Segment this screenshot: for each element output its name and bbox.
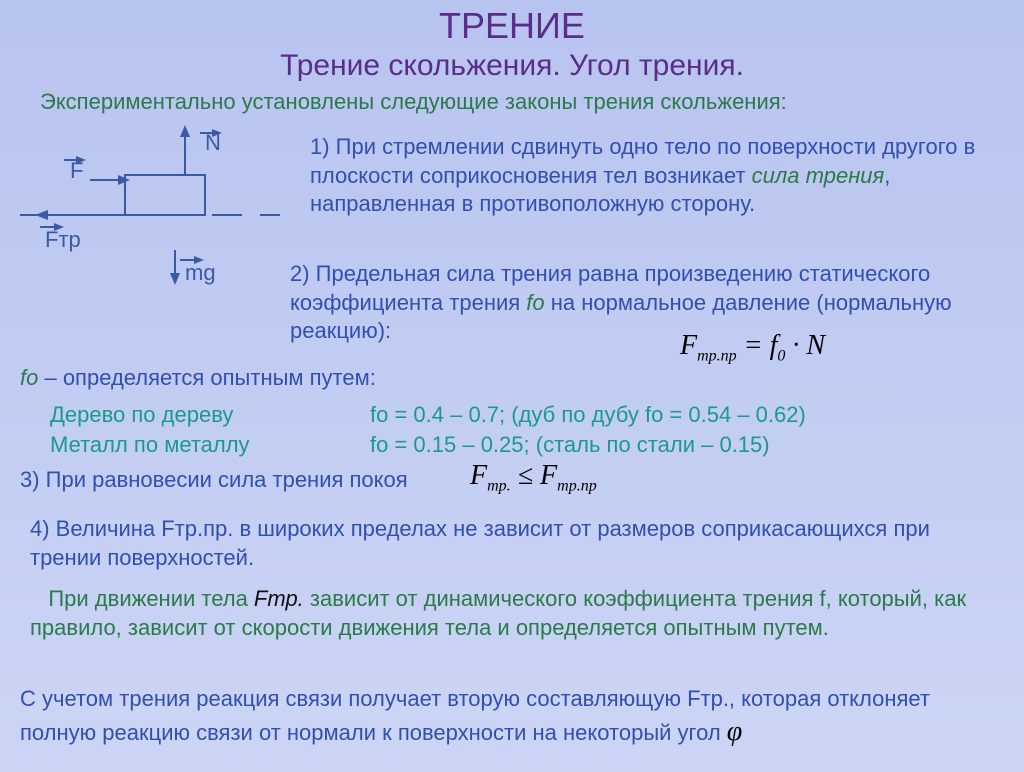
intro-text: Экспериментально установлены следующие з… <box>40 89 1024 115</box>
law-2: 2) Предельная сила трения равна произвед… <box>290 260 1010 346</box>
conclusion-paragraph: С учетом трения реакция связи получает в… <box>20 685 1010 750</box>
law-3: 3) При равновесии сила трения покоя <box>20 467 408 493</box>
label-mg: mg <box>185 260 216 285</box>
law-1: 1) При стремлении сдвинуть одно тело по … <box>310 133 990 219</box>
label-ftr: Fтр <box>45 227 81 252</box>
law-4: 4) Величина Fтр.пр. в широких пределах н… <box>30 515 990 572</box>
motion-paragraph: При движении тела Fтр. зависит от динами… <box>30 585 1000 642</box>
table-row: Дерево по дереву fo = 0.4 – 0.7; (дуб по… <box>50 400 806 430</box>
materials-table: Дерево по дереву fo = 0.4 – 0.7; (дуб по… <box>50 400 806 459</box>
subtitle: Трение скольжения. Угол трения. <box>0 49 1024 83</box>
phi-symbol: φ <box>727 716 743 747</box>
formula-inequality: Fтр. ≤ Fтр.пр <box>470 460 597 496</box>
main-title: ТРЕНИЕ <box>0 5 1024 47</box>
friction-diagram: N F Fтр mg <box>20 125 270 295</box>
formula-friction-limit: Fтр.пр = f0 · N <box>680 330 825 366</box>
table-row: Металл по металлу fo = 0.15 – 0.25; (ста… <box>50 430 806 460</box>
fo-definition: fo – определяется опытным путем: <box>20 365 376 391</box>
